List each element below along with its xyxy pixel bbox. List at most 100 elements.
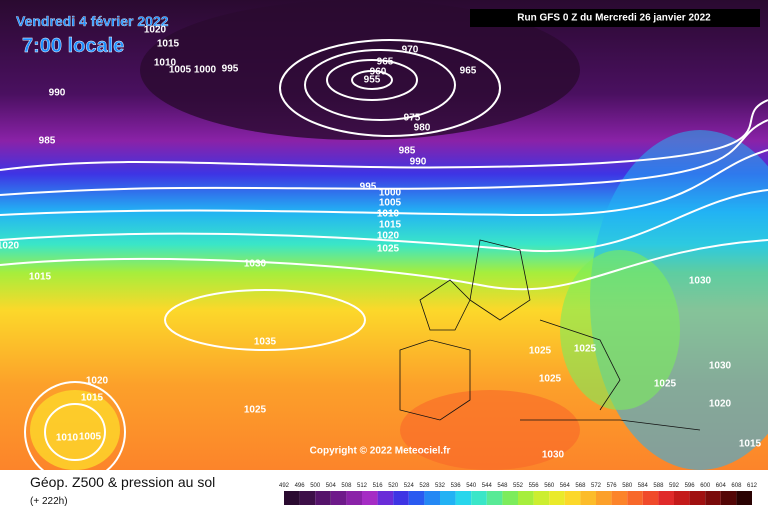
isobar-label: 1015 xyxy=(379,220,402,231)
isobar-label: 1005 xyxy=(169,65,192,76)
colorbar-swatch xyxy=(471,491,487,505)
isobar-label: 1030 xyxy=(244,259,267,270)
colorbar-label: 576 xyxy=(607,483,618,489)
colorbar-label: 604 xyxy=(716,483,727,489)
colorbar-label: 588 xyxy=(653,483,664,489)
colorbar-label: 500 xyxy=(310,483,321,489)
colorbar-label: 540 xyxy=(466,483,477,489)
colorbar-swatch xyxy=(689,491,706,505)
colorbar-label: 544 xyxy=(482,483,493,489)
isobar-label: 1010 xyxy=(56,433,79,444)
colorbar-swatch xyxy=(377,491,394,505)
colorbar-label: 516 xyxy=(373,483,384,489)
colorbar-swatch xyxy=(393,491,409,505)
isobars xyxy=(0,39,768,483)
isobar-label: 995 xyxy=(222,64,239,75)
colorbar-swatch xyxy=(440,491,456,505)
isobar-label: 985 xyxy=(399,146,416,157)
colorbar-label: 580 xyxy=(622,483,633,489)
isobar-label: 990 xyxy=(49,88,66,99)
isobar-label: 1010 xyxy=(377,209,400,220)
run-box xyxy=(470,9,760,27)
colorbar-swatch xyxy=(720,491,737,505)
copyright: Copyright © 2022 Meteociel.fr xyxy=(310,446,451,457)
colorbar-swatch xyxy=(299,491,316,505)
colorbar-label: 552 xyxy=(513,483,524,489)
colorbar-swatch xyxy=(658,491,674,505)
colorbar-swatch xyxy=(518,491,534,505)
isobar-label: 1025 xyxy=(529,346,552,357)
isobar-label: 955 xyxy=(364,75,381,86)
isobar-label: 1025 xyxy=(377,244,400,255)
colorbar-label: 512 xyxy=(357,483,368,489)
colorbar-label: 584 xyxy=(638,483,649,489)
colorbar-label: 568 xyxy=(575,483,586,489)
isobar-label: 1005 xyxy=(379,198,402,209)
colorbar-swatch xyxy=(549,491,565,505)
colorbar-swatch xyxy=(705,491,721,505)
run-info: Run GFS 0 Z du Mercredi 26 janvier 2022 xyxy=(517,13,711,24)
isobar-label: 1015 xyxy=(157,39,180,50)
colorbar-label: 608 xyxy=(731,483,742,489)
isobar-label: 1025 xyxy=(244,405,267,416)
colorbar-label: 528 xyxy=(419,483,430,489)
colorbar-label: 572 xyxy=(591,483,602,489)
isobar-label: 1000 xyxy=(379,188,402,199)
isobar-label: 1020 xyxy=(377,231,400,242)
colorbar-label: 600 xyxy=(700,483,711,489)
warm-area xyxy=(30,390,120,470)
isobar-label: 1020 xyxy=(86,376,109,387)
isobar-label: 1025 xyxy=(574,344,597,355)
isobar-label: 1025 xyxy=(539,374,562,385)
isobar-label: 965 xyxy=(377,57,394,68)
isobar-label: 1030 xyxy=(689,276,712,287)
isobar-label: 960 xyxy=(370,67,387,78)
warm-area xyxy=(400,390,580,470)
isobar-label: 965 xyxy=(460,66,477,77)
isobar-label: 1015 xyxy=(29,272,52,283)
isobar-label: 1030 xyxy=(709,361,732,372)
colorbar-swatch xyxy=(486,491,503,505)
colorbar-swatch xyxy=(736,491,752,505)
isobar-label: 1015 xyxy=(81,393,104,404)
isobar-label: 1010 xyxy=(154,58,177,69)
colorbar-label: 536 xyxy=(451,483,462,489)
isobar-label: 1020 xyxy=(144,25,167,36)
isobar-label: 980 xyxy=(414,123,431,134)
colorbar-swatch xyxy=(611,491,628,505)
isobar-label: 1035 xyxy=(254,337,277,348)
colorbar-label: 560 xyxy=(544,483,555,489)
colorbar-label: 564 xyxy=(560,483,571,489)
colorbar-label: 592 xyxy=(669,483,680,489)
coastlines xyxy=(399,239,701,431)
colorbar-swatch xyxy=(674,491,690,505)
isobar-label: 985 xyxy=(39,136,56,147)
colorbar-label: 504 xyxy=(326,483,337,489)
colorbar-label: 612 xyxy=(747,483,758,489)
isobar-label: 990 xyxy=(410,157,427,168)
colorbar-label: 508 xyxy=(341,483,352,489)
low-area xyxy=(140,0,580,140)
isobar-label: 995 xyxy=(360,182,377,193)
colorbar-swatch xyxy=(502,491,518,505)
date: Vendredi 4 février 2022 xyxy=(16,13,169,29)
colorbar-swatch xyxy=(455,491,472,505)
colorbar-swatch xyxy=(315,491,331,505)
isobar-label: 1005 xyxy=(79,432,102,443)
colorbar-swatch xyxy=(580,491,596,505)
isobar-label: 1015 xyxy=(739,439,762,450)
colorbar-label: 532 xyxy=(435,483,446,489)
colorbar-label: 524 xyxy=(404,483,415,489)
colorbar-swatch xyxy=(408,491,425,505)
colorbar-label: 548 xyxy=(497,483,508,489)
colorbar-swatch xyxy=(627,491,643,505)
footer-title: Géop. Z500 & pression au sol xyxy=(30,474,215,490)
colorbar-label: 596 xyxy=(685,483,696,489)
isobar-label: 1030 xyxy=(542,450,565,461)
colorbar-label: 520 xyxy=(388,483,399,489)
colorbar-swatch xyxy=(564,491,581,505)
isobar-label: 975 xyxy=(404,113,421,124)
